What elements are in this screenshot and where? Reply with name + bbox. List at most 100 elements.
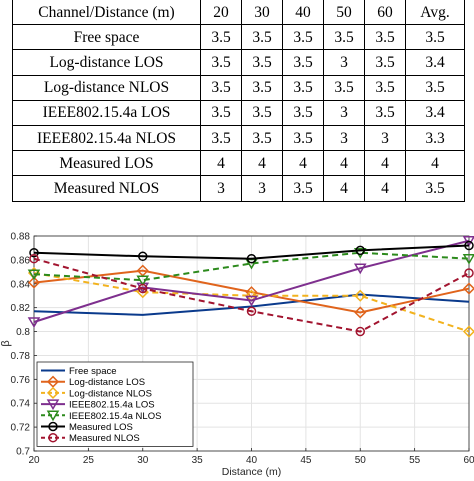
legend-label: IEEE802.15.4a NLOS (69, 411, 161, 422)
header-cell-label: Channel/Distance (m) (12, 0, 201, 26)
table-row: Free space 3.5 3.5 3.5 3.5 3.5 3.5 (12, 24, 465, 51)
table-cell: 3.5 (364, 99, 406, 126)
data-point (27, 317, 41, 328)
legend-marker (48, 432, 58, 443)
y-tick-label: 0.76 (11, 375, 31, 386)
table-cell: 3 (364, 124, 406, 152)
data-point (136, 275, 150, 287)
row-label-cell: IEEE802.15.4a LOS (12, 99, 201, 126)
table-cell: 4 (364, 150, 406, 177)
table-cell: 3 (241, 175, 283, 202)
axes: 20 25 30 35 40 45 50 55 60 0.7 0.72 0.74 0.76 0.78 0.8… (0, 232, 474, 479)
table-cell: 4 (405, 150, 465, 177)
x-tick-label: 55 (409, 455, 421, 466)
table-cell: 3 (323, 49, 365, 76)
y-tick-label: 0.72 (11, 423, 31, 434)
data-point (462, 253, 474, 265)
table-row: Measured LOS 4 4 4 4 4 4 (12, 150, 465, 177)
y-tick-label: 0.7 (16, 447, 30, 458)
table-cell: 3 (200, 175, 242, 202)
table-cell: 3.5 (241, 99, 283, 126)
row-label-cell: IEEE802.15.4a NLOS (12, 124, 201, 152)
legend-label: Log-distance LOS (69, 377, 145, 388)
y-tick-label: 0.82 (11, 303, 31, 314)
header-cell: 50 (323, 0, 365, 26)
table-row: Log-distance NLOS 3.5 3.5 3.5 3.5 3.5 3.5 (12, 74, 465, 101)
series-line (33, 269, 470, 314)
series-line (33, 272, 470, 333)
x-tick-label: 40 (246, 455, 258, 466)
series-lines (27, 236, 474, 338)
series-line (33, 239, 470, 323)
data-point (464, 268, 474, 278)
legend-marker (46, 399, 60, 411)
data-point (27, 269, 41, 281)
table-cell: 4 (241, 150, 283, 177)
table-cell: 3.5 (282, 24, 324, 51)
data-point (29, 253, 39, 264)
data-point (138, 283, 148, 294)
table-cell: 3.5 (282, 175, 324, 202)
table-cell: 3.5 (405, 24, 465, 51)
table-cell: 3.5 (200, 124, 242, 152)
header-cell: 60 (364, 0, 406, 26)
y-tick-label: 0.88 (11, 232, 31, 243)
table-cell: 3.5 (405, 74, 465, 101)
table-cell: 4 (282, 150, 324, 177)
table-cell: 3.5 (364, 24, 406, 51)
x-tick-label: 20 (28, 455, 40, 466)
x-tick-label: 35 (192, 455, 204, 466)
row-label-cell: Log-distance LOS (12, 49, 201, 76)
row-label-cell: Log-distance NLOS (12, 74, 201, 101)
table-cell: 3.5 (241, 124, 283, 152)
data-point (245, 295, 258, 307)
table-cell: 3 (323, 124, 365, 152)
table-cell: 4 (364, 175, 406, 202)
y-tick-label: 0.84 (11, 279, 31, 290)
beta-vs-distance-chart: 20 25 30 35 40 45 50 55 60 0.7 0.72 0.74 0.76 0.78 0.8… (0, 232, 474, 479)
table-cell: 4 (200, 150, 242, 177)
header-cell: 20 (200, 0, 242, 26)
legend-label: Measured LOS (69, 422, 133, 433)
data-point (462, 325, 474, 338)
table-cell: 3.4 (405, 99, 465, 126)
table-cell: 3.5 (200, 49, 242, 76)
header-cell: 40 (282, 0, 324, 26)
header-cell: Avg. (405, 0, 465, 26)
y-axis-label: β (0, 340, 12, 346)
x-tick-label: 25 (83, 455, 95, 466)
table-cell: 3.4 (405, 49, 465, 76)
data-point (354, 306, 367, 319)
data-point (355, 245, 365, 256)
table-cell: 3.5 (364, 49, 406, 76)
row-label-cell: Free space (12, 24, 201, 51)
table-cell: 3.5 (323, 24, 365, 51)
table-row: IEEE802.15.4a LOS 3.5 3.5 3.5 3 3.5 3.4 (12, 99, 465, 126)
table-row: IEEE802.15.4a NLOS 3.5 3.5 3.5 3 3 3.3 (12, 124, 465, 152)
table-cell: 4 (323, 150, 365, 177)
x-tick-label: 60 (463, 455, 474, 466)
data-point (462, 282, 474, 295)
legend-label: IEEE802.15.4a LOS (69, 400, 155, 411)
table-cell: 3.5 (282, 74, 324, 101)
table-cell: 3.5 (323, 74, 365, 101)
table-cell: 3.5 (405, 175, 465, 202)
legend-marker (46, 410, 60, 422)
table-cell: 3.5 (200, 74, 242, 101)
x-tick-label: 45 (300, 455, 312, 466)
legend-label: Measured NLOS (69, 433, 140, 444)
data-point (464, 240, 474, 251)
table-cell: 3.5 (200, 24, 242, 51)
y-tick-label: 0.74 (11, 399, 31, 410)
legend-marker (48, 421, 58, 432)
table-row: Measured NLOS 3 3 3.5 4 4 3.5 (12, 175, 465, 202)
table-cell: 3.5 (241, 24, 283, 51)
row-label-cell: Measured NLOS (12, 175, 201, 202)
table-cell: 3.5 (282, 49, 324, 76)
header-cell: 30 (241, 0, 283, 26)
data-point (355, 326, 365, 337)
table-cell: 3 (323, 99, 365, 126)
legend-marker (46, 386, 60, 399)
data-point (27, 276, 41, 289)
x-axis-label: Distance (m) (222, 466, 282, 478)
